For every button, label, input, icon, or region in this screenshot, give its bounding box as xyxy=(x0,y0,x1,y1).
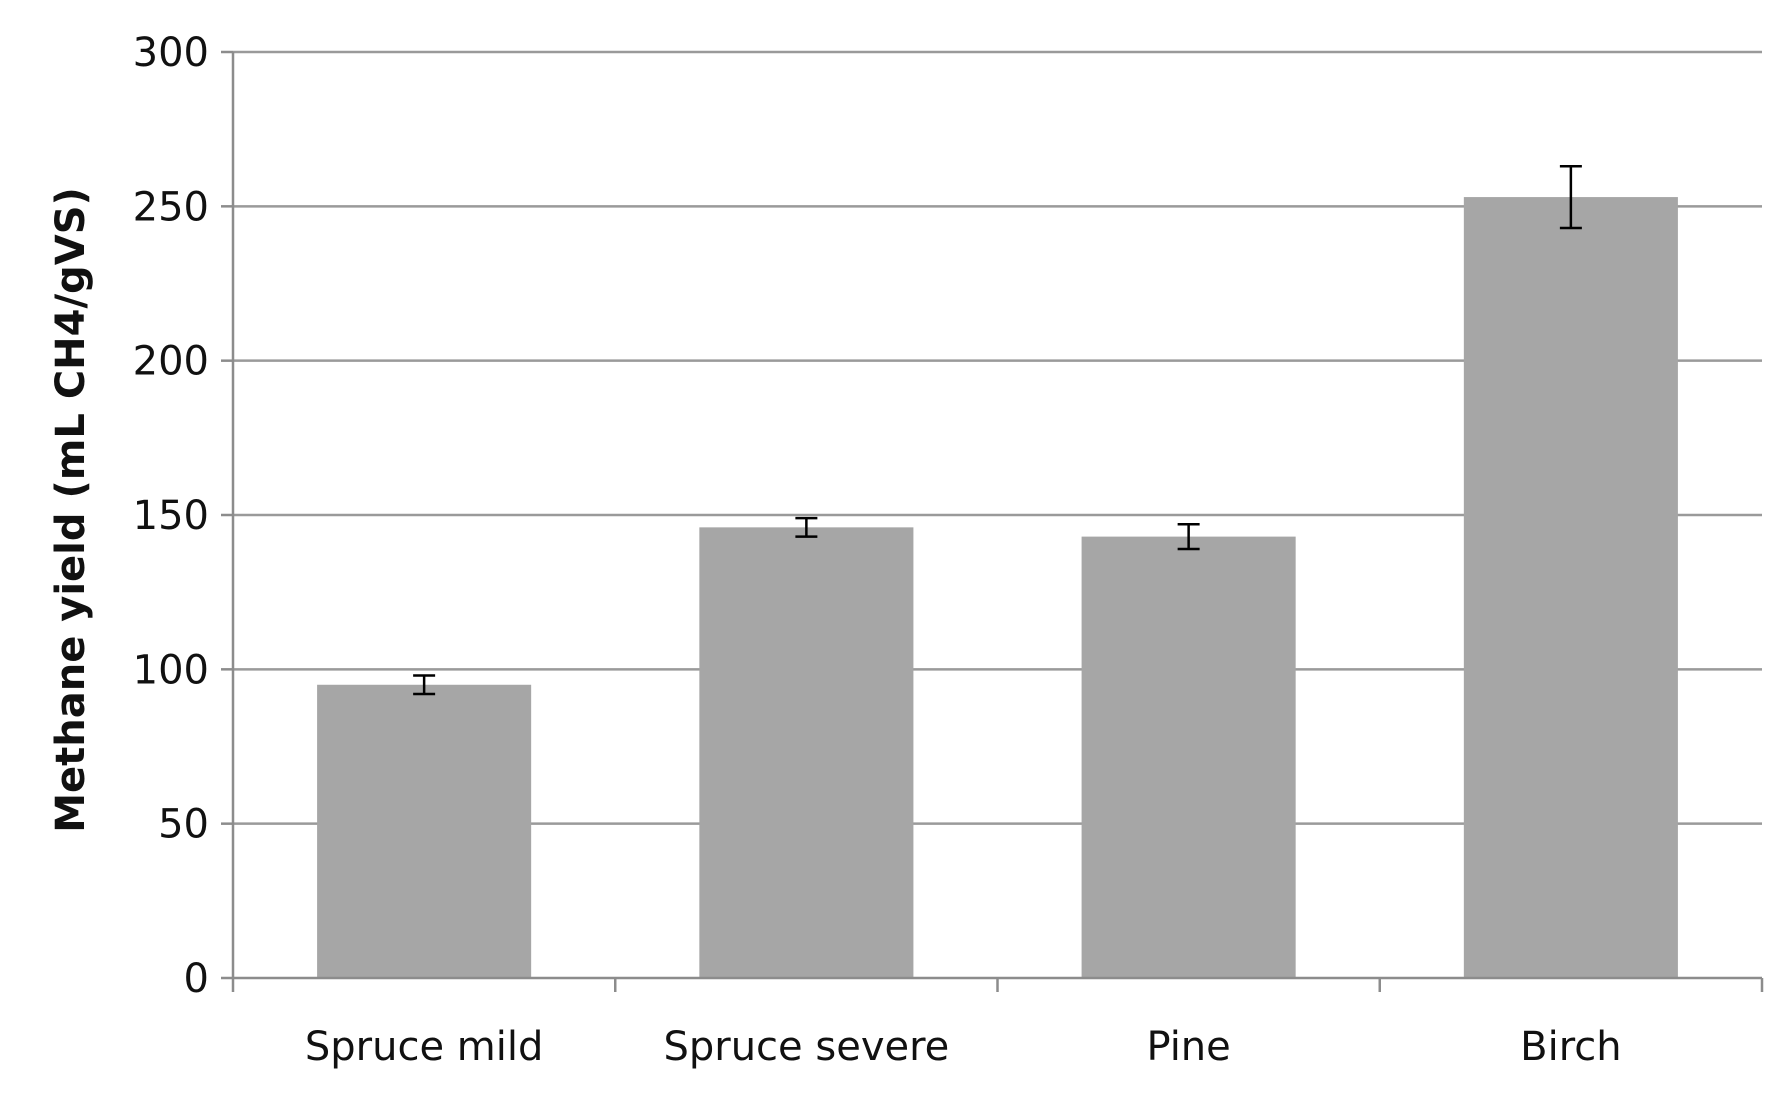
x-tick-label: Spruce mild xyxy=(305,1024,543,1070)
x-tick-label: Birch xyxy=(1520,1024,1621,1070)
error-bar xyxy=(795,516,818,538)
bars xyxy=(317,197,1678,978)
axes xyxy=(221,50,1764,992)
y-tick-labels: 0 50 100 150 200 250 300 xyxy=(133,30,209,1002)
bar xyxy=(317,684,532,978)
y-tick-label: 100 xyxy=(133,647,209,693)
bar xyxy=(1463,197,1678,978)
x-tick-labels: Spruce mild Spruce severe Pine Birch xyxy=(305,1024,1622,1070)
bar xyxy=(1081,536,1296,978)
error-bar xyxy=(1177,523,1200,551)
error-bar xyxy=(413,674,436,696)
y-tick-label: 200 xyxy=(133,339,209,385)
bar xyxy=(699,527,914,978)
y-tick-label: 150 xyxy=(133,493,209,539)
y-axis-title: Methane yield (mL CH4/gVS) xyxy=(48,187,94,833)
y-tick-label: 250 xyxy=(133,184,209,230)
y-tick-label: 50 xyxy=(158,802,209,848)
y-tick-label: 300 xyxy=(133,30,209,76)
x-tick-label: Spruce severe xyxy=(663,1024,949,1070)
error-bar xyxy=(1559,164,1582,230)
error-bars xyxy=(413,164,1582,696)
x-tick-label: Pine xyxy=(1146,1024,1230,1070)
y-tick-label: 0 xyxy=(184,956,209,1002)
